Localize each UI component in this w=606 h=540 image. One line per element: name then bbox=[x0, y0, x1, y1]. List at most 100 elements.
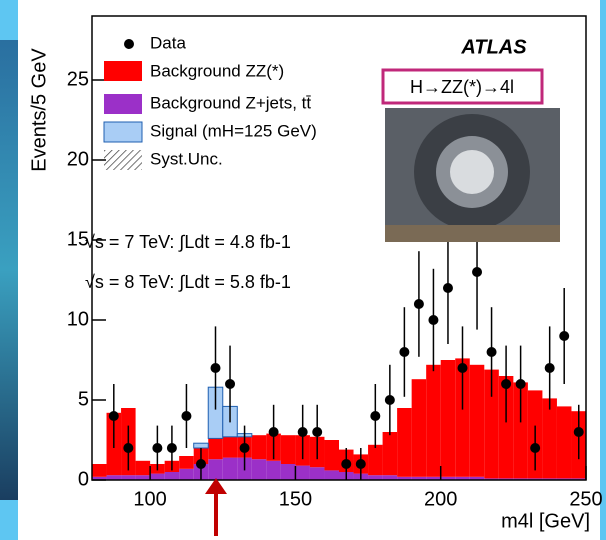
histogram-bar bbox=[469, 476, 485, 480]
histogram-bar bbox=[179, 468, 194, 480]
histogram-bar bbox=[542, 398, 557, 479]
legend-label: Signal (mH=125 GeV) bbox=[150, 121, 317, 140]
legend-marker bbox=[124, 39, 134, 49]
histogram-bar bbox=[208, 459, 223, 480]
data-point bbox=[239, 443, 250, 453]
data-point bbox=[530, 443, 541, 453]
histogram-bar bbox=[280, 435, 296, 464]
histogram-bar bbox=[455, 476, 470, 480]
x-tick-label: 100 bbox=[133, 488, 166, 510]
histogram-bar bbox=[208, 438, 223, 460]
histogram-bar bbox=[484, 478, 499, 480]
histogram-bar bbox=[469, 364, 485, 477]
histogram-bar bbox=[121, 475, 136, 480]
y-tick-label: 15 bbox=[67, 228, 89, 250]
experiment-label: ATLAS bbox=[460, 36, 527, 58]
channel-label: H→ZZ(*)→4l bbox=[410, 77, 514, 97]
y-axis-label: Events/5 GeV bbox=[28, 48, 50, 172]
data-point bbox=[384, 395, 395, 405]
data-point bbox=[573, 427, 584, 437]
legend-swatch bbox=[104, 61, 142, 81]
plot-frame bbox=[91, 15, 587, 481]
data-point bbox=[442, 283, 453, 293]
data-point bbox=[181, 411, 192, 421]
histogram-bar bbox=[92, 464, 107, 477]
data-point bbox=[457, 363, 468, 373]
histogram-bar bbox=[397, 408, 412, 477]
histogram-bar bbox=[440, 476, 456, 480]
data-point bbox=[123, 443, 134, 453]
histogram-bar bbox=[542, 478, 557, 480]
y-tick-label: 10 bbox=[67, 308, 89, 330]
histogram-bar bbox=[455, 358, 470, 477]
histogram-bar bbox=[411, 476, 427, 480]
data-point bbox=[341, 459, 352, 469]
legend-label: Background ZZ(*) bbox=[150, 61, 284, 80]
histogram-bar bbox=[411, 379, 427, 477]
data-point bbox=[312, 427, 323, 437]
data-point bbox=[225, 379, 236, 389]
histogram-bar bbox=[324, 470, 339, 480]
histogram-bar bbox=[280, 464, 296, 480]
histogram-bar bbox=[222, 457, 238, 480]
data-point bbox=[515, 379, 526, 389]
y-tick-label: 20 bbox=[67, 148, 89, 170]
x-tick-label: 150 bbox=[279, 488, 312, 510]
histogram-bar bbox=[135, 475, 151, 480]
data-point bbox=[472, 267, 483, 277]
detector-photo bbox=[385, 108, 560, 242]
y-tick-label: 0 bbox=[78, 468, 89, 490]
data-point bbox=[210, 363, 221, 373]
y-tick-label: 5 bbox=[78, 388, 89, 410]
histogram-bar bbox=[426, 364, 441, 477]
legend-swatch bbox=[103, 121, 143, 143]
histogram-bar bbox=[324, 440, 339, 471]
data-point bbox=[370, 411, 381, 421]
data-point bbox=[486, 347, 497, 357]
data-point bbox=[355, 459, 366, 469]
histogram-bar bbox=[571, 478, 586, 480]
y-tick-label: 25 bbox=[67, 68, 89, 90]
channel-box bbox=[381, 68, 544, 105]
histogram-bar bbox=[222, 436, 238, 458]
data-point bbox=[166, 443, 177, 453]
histogram-bar bbox=[527, 478, 543, 480]
histogram-bar bbox=[498, 478, 514, 480]
legend-label: Background Z+jets, tt̄ bbox=[150, 93, 312, 112]
histogram-bar bbox=[193, 442, 209, 449]
background-strip bbox=[0, 40, 18, 500]
data-point bbox=[501, 379, 512, 389]
histogram-bar bbox=[92, 476, 107, 480]
data-point bbox=[108, 411, 119, 421]
highlight-arrow bbox=[205, 478, 227, 536]
data-point bbox=[544, 363, 555, 373]
histogram-bar bbox=[513, 478, 528, 480]
legend-swatch bbox=[104, 94, 142, 114]
legend-label: Syst.Unc. bbox=[150, 149, 223, 168]
histogram-bar bbox=[556, 478, 572, 480]
lumi-7tev: √s = 7 TeV: ∫Ldt = 4.8 fb-1 bbox=[85, 232, 291, 252]
legend: Data Background ZZ(*) Background Z+jets,… bbox=[103, 33, 317, 170]
histogram-bar bbox=[251, 459, 267, 480]
data-point bbox=[268, 427, 279, 437]
histogram-bar bbox=[295, 465, 310, 480]
data-point bbox=[413, 299, 424, 309]
histogram-bar bbox=[382, 432, 398, 476]
x-axis-label: m4l [GeV] bbox=[501, 510, 590, 532]
histogram-bar bbox=[164, 472, 180, 480]
data-point bbox=[195, 459, 206, 469]
legend-label: Data bbox=[150, 33, 186, 52]
histogram-bar bbox=[179, 456, 194, 469]
histogram-bar bbox=[382, 475, 398, 480]
histogram-bar bbox=[484, 369, 499, 479]
histogram-bar bbox=[368, 475, 383, 480]
histogram-bar bbox=[150, 473, 165, 480]
lumi-8tev: √s = 8 TeV: ∫Ldt = 5.8 fb-1 bbox=[85, 272, 291, 292]
histogram-bar bbox=[513, 382, 528, 479]
histogram-bar bbox=[106, 475, 122, 480]
data-point bbox=[428, 315, 439, 325]
histogram-bar bbox=[397, 476, 412, 480]
data-point bbox=[152, 443, 163, 453]
